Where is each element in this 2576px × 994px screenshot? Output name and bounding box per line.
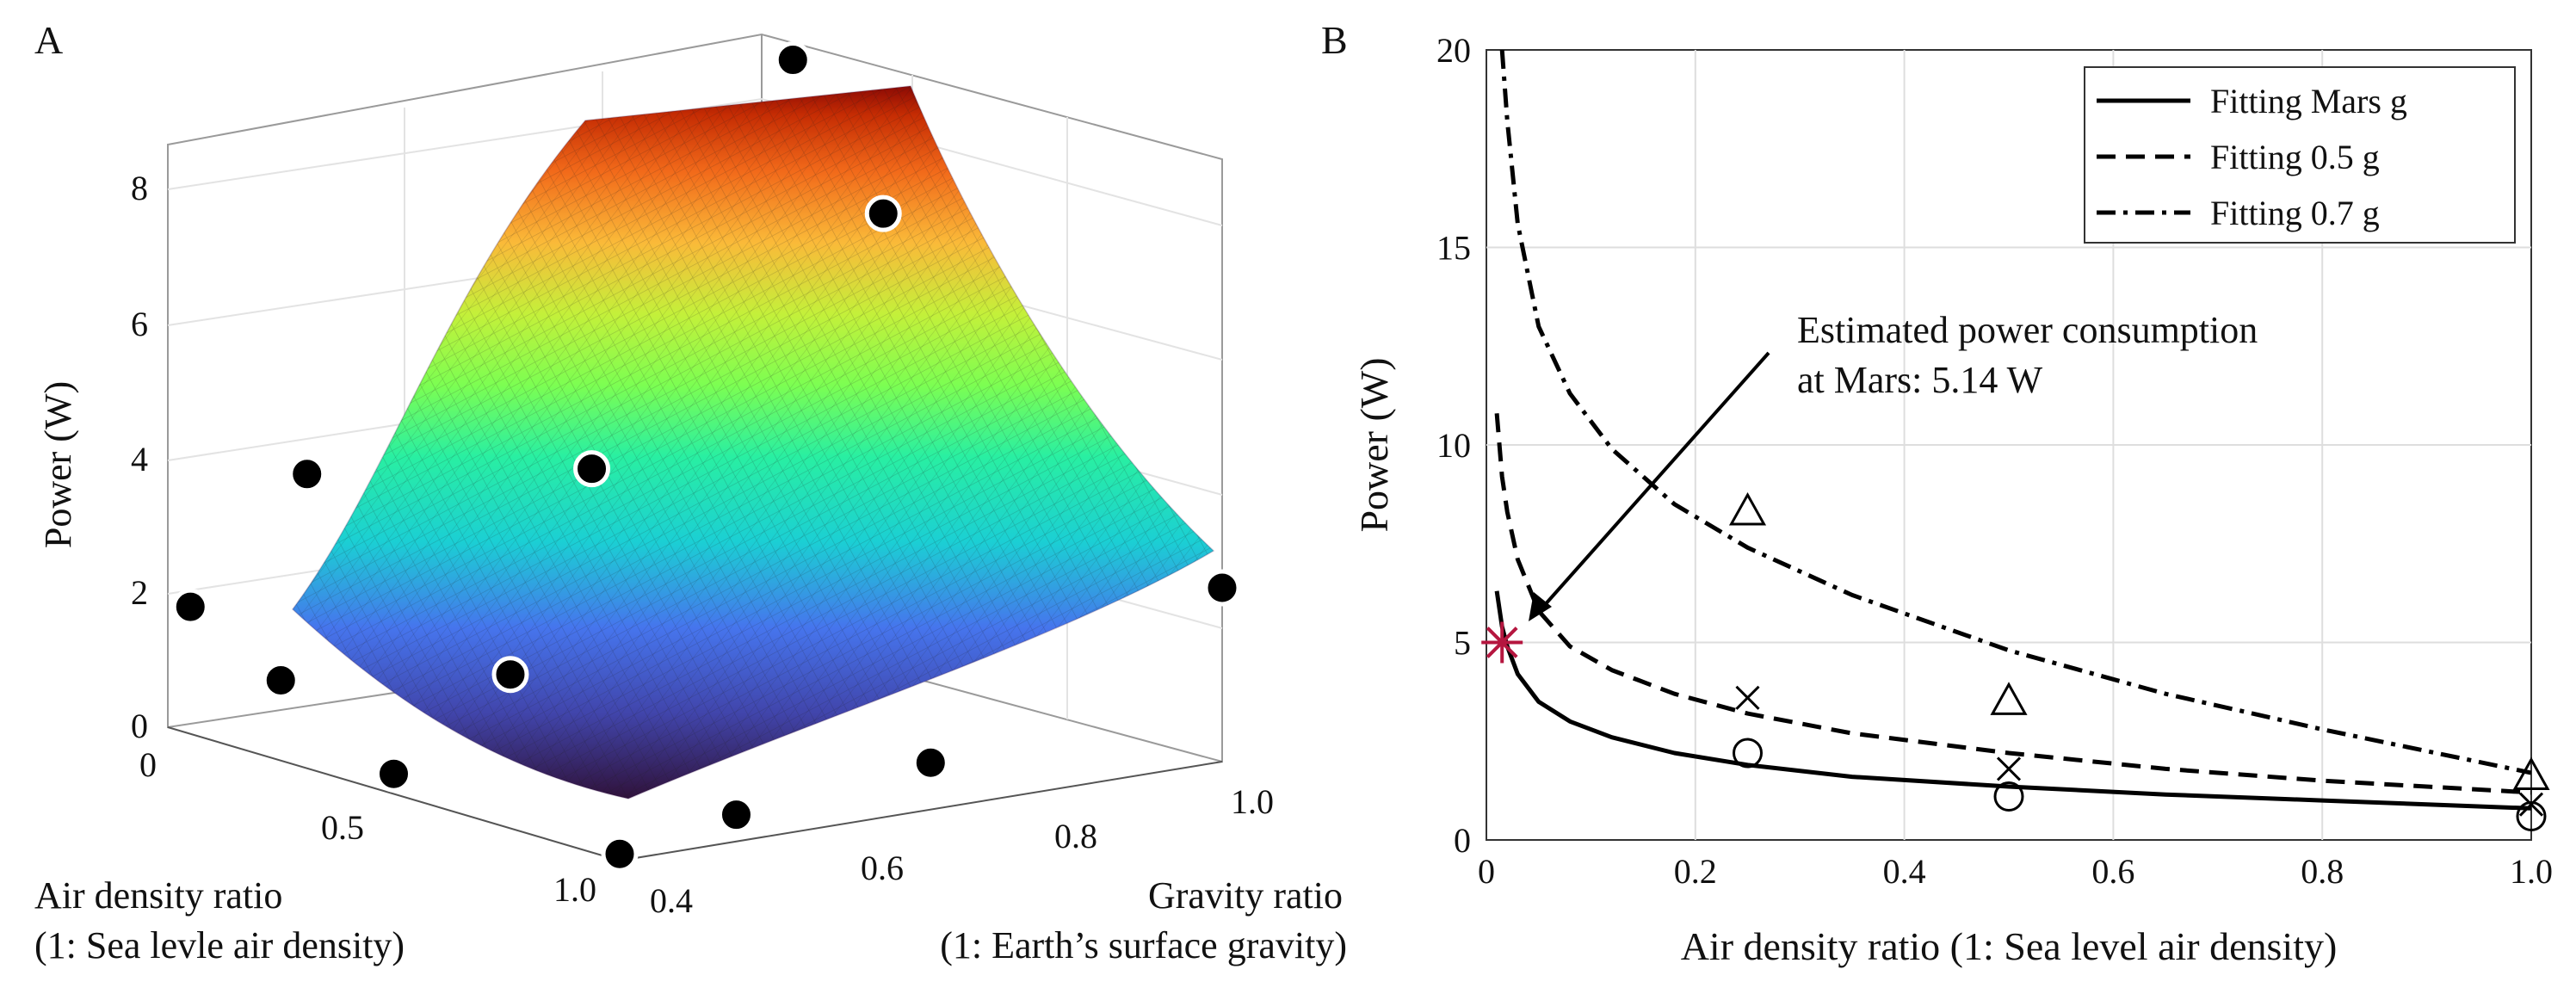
surface-data-point xyxy=(1203,569,1241,607)
x-axis: 0 0.5 1.0 Air density ratio (1: Sea levl… xyxy=(34,745,596,966)
y-axis-label-line1: Gravity ratio xyxy=(1148,874,1343,917)
panel-a-label: A xyxy=(34,18,63,62)
x-tick-label: 0.4 xyxy=(1883,852,1926,891)
3d-front-axes xyxy=(167,726,1223,861)
y-tick-label: 0 xyxy=(1454,821,1471,860)
y-tick-label: 20 xyxy=(1436,31,1471,70)
surface-data-point xyxy=(864,194,902,232)
triangle-marker xyxy=(1990,682,2028,715)
x-tick-label: 0 xyxy=(139,745,157,784)
z-tick-label: 0 xyxy=(131,707,148,745)
x-tick-label: 1.0 xyxy=(553,870,596,909)
y-tick-label: 15 xyxy=(1436,229,1471,268)
estimate-star-marker xyxy=(1481,621,1523,664)
surface-data-point xyxy=(774,41,812,79)
surface-data-point xyxy=(491,656,529,694)
x-tick-label: 0.2 xyxy=(1674,852,1717,891)
y-axis-label: Power (W) xyxy=(1352,357,1396,532)
x-axis-label: Air density ratio (1: Sea level air dens… xyxy=(1681,924,2338,968)
y-tick-label: 0.6 xyxy=(861,849,904,887)
triangle-marker xyxy=(1728,491,1767,526)
power-surface xyxy=(291,85,1215,800)
panel-b-label: B xyxy=(1321,18,1348,62)
surface-data-point xyxy=(375,755,412,793)
x-axis-label-line1: Air density ratio xyxy=(34,874,282,917)
x-tick-label: 0.6 xyxy=(2091,852,2134,891)
legend-label: Fitting Mars g xyxy=(2210,82,2407,120)
x-marker xyxy=(2518,792,2544,817)
y-tick-label: 0.4 xyxy=(650,881,693,920)
y-tick-label: 0.8 xyxy=(1054,817,1097,855)
annotation-line2: at Mars: 5.14 W xyxy=(1797,359,2043,401)
y-axis-label-line2: (1: Earth’s surface gravity) xyxy=(940,924,1347,966)
z-tick-label: 4 xyxy=(131,440,148,478)
annotation-arrowhead xyxy=(1529,592,1552,621)
triangle-marker xyxy=(2512,756,2550,791)
y-tick-label: 10 xyxy=(1436,426,1471,465)
surface-data-point xyxy=(601,835,639,873)
x-tick-label: 0.8 xyxy=(2301,852,2344,891)
y-tick-label: 5 xyxy=(1454,624,1471,663)
z-axis: 0 2 4 6 8 Power (W) xyxy=(37,169,148,745)
line-chart: B 0 0.2 0.4 0.6 0.8 1.0 0 5 10 15 20 Estimated pow… xyxy=(1321,18,2553,968)
z-tick-label: 8 xyxy=(131,169,148,207)
x-axis-label-line2: (1: Sea levle air density) xyxy=(34,924,405,966)
axis-ticks: 0 0.2 0.4 0.6 0.8 1.0 0 5 10 15 20 xyxy=(1436,31,2553,891)
x-tick-label: 1.0 xyxy=(2510,852,2553,891)
surface-data-point xyxy=(262,662,300,700)
z-tick-label: 2 xyxy=(131,573,148,612)
series-markers xyxy=(1481,491,2550,831)
y-axis: 0.4 0.6 0.8 1.0 Gravity ratio (1: Earth’… xyxy=(650,782,1347,966)
surface-data-point xyxy=(573,450,611,488)
legend-label: Fitting 0.7 g xyxy=(2210,194,2380,232)
y-tick-label: 1.0 xyxy=(1231,782,1274,821)
x-tick-label: 0 xyxy=(1478,852,1495,891)
z-tick-label: 6 xyxy=(131,305,148,343)
x-marker xyxy=(1996,756,2022,781)
series-line-dashdot xyxy=(1499,50,2531,775)
circle-marker xyxy=(1733,738,1763,769)
surface-data-point xyxy=(288,455,326,493)
surface-data-points xyxy=(171,41,1241,873)
annotation: Estimated power consumption at Mars: 5.1… xyxy=(1529,309,2258,621)
surface-data-point xyxy=(171,588,209,626)
series-line-dashed xyxy=(1494,413,2531,795)
legend-label: Fitting 0.5 g xyxy=(2210,138,2380,176)
circle-marker xyxy=(1993,781,2024,812)
circle-marker xyxy=(2516,800,2547,831)
x-tick-label: 0.5 xyxy=(321,808,364,847)
surface-data-point xyxy=(717,796,755,834)
estimate-star-stroke xyxy=(1486,627,1518,658)
annotation-arrow xyxy=(1541,351,1770,608)
surface-chart: A 0 xyxy=(34,18,1347,966)
legend: Fitting Mars g Fitting 0.5 g Fitting 0.7… xyxy=(2084,66,2516,244)
z-axis-label: Power (W) xyxy=(37,381,79,548)
annotation-line1: Estimated power consumption xyxy=(1797,309,2258,351)
surface-data-point xyxy=(911,744,949,781)
x-marker xyxy=(1735,685,1760,710)
